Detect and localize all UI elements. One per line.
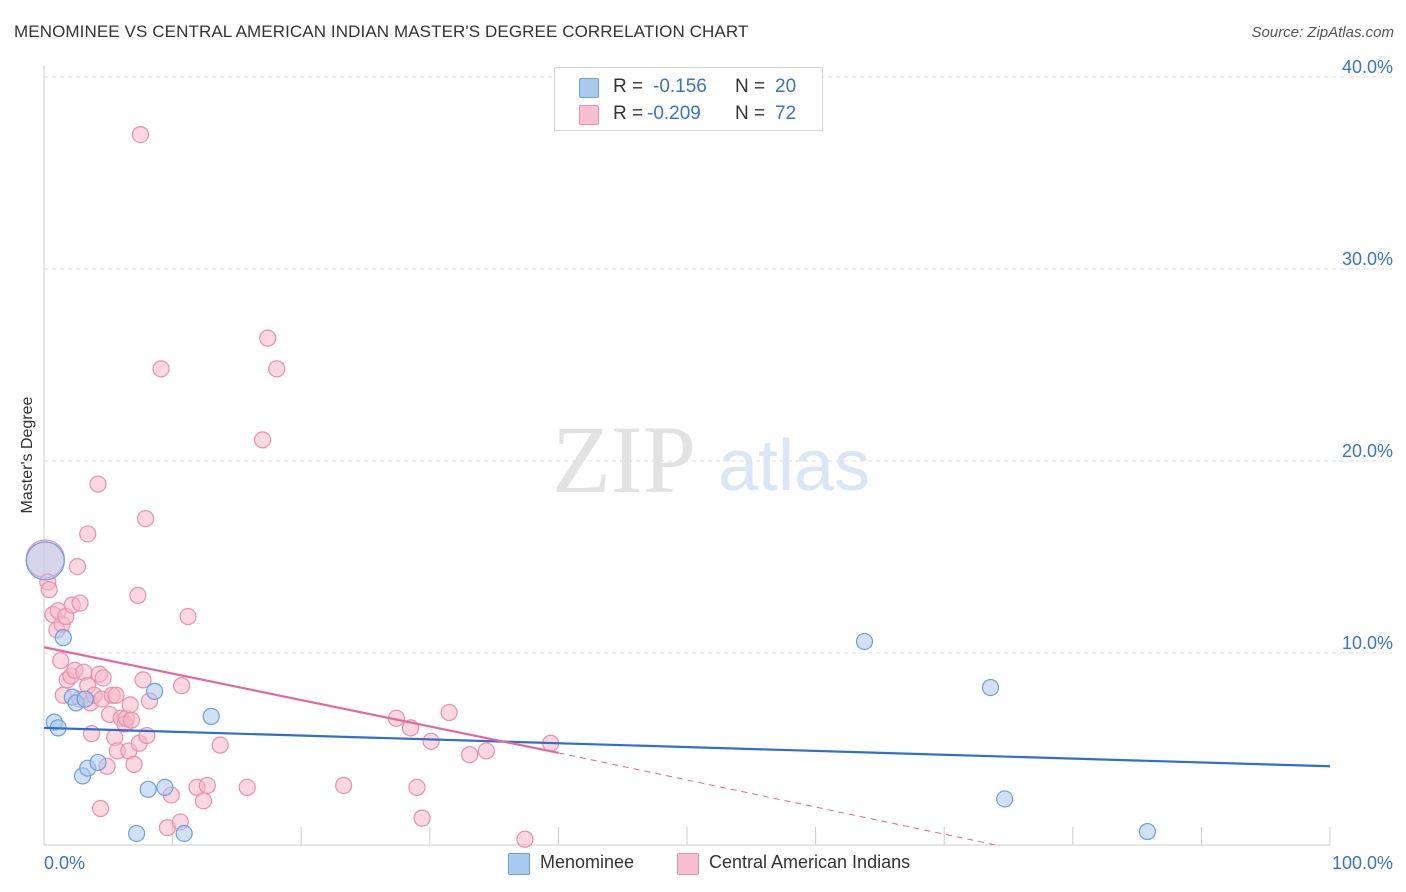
r-value: -0.156 bbox=[653, 76, 707, 97]
menominee-points bbox=[25, 541, 1156, 843]
central-american-indians-point bbox=[408, 778, 426, 797]
central-american-indians-point bbox=[477, 742, 495, 760]
tick-labels: 10.0% 20.0% 30.0% 40.0% 0.0% 100.0% bbox=[44, 57, 1393, 873]
n-label: N = bbox=[735, 103, 766, 124]
central-american-indians-point bbox=[122, 711, 141, 729]
n-value: 72 bbox=[775, 103, 797, 124]
central-american-indians-point bbox=[94, 669, 112, 687]
central-american-indians-point bbox=[335, 776, 353, 795]
central-american-indians-point bbox=[107, 686, 125, 704]
menominee-point bbox=[127, 824, 146, 843]
trend-lines bbox=[43, 646, 1331, 846]
central-american-indians-point bbox=[198, 776, 216, 795]
menominee-point bbox=[54, 629, 72, 647]
central-american-indians-point bbox=[422, 732, 440, 750]
chart-title: MENOMINEE VS CENTRAL AMERICAN INDIAN MAS… bbox=[14, 22, 749, 41]
menominee-point bbox=[1138, 822, 1156, 841]
central-american-indians-point bbox=[68, 557, 87, 576]
central-american-indians-points bbox=[25, 126, 560, 848]
central-american-indians-point bbox=[268, 360, 286, 378]
central-american-indians-point bbox=[91, 799, 110, 818]
central-american-indians-point bbox=[134, 671, 152, 689]
menominee-point bbox=[25, 541, 65, 581]
central-american-indians-point bbox=[238, 778, 256, 797]
menominee-point bbox=[89, 753, 107, 772]
menominee-point bbox=[156, 778, 174, 797]
menominee-point bbox=[175, 824, 193, 843]
central-american-indians-point bbox=[40, 581, 58, 599]
stats-legend: R = -0.156 N = 20 R = -0.209 N = 72 bbox=[554, 67, 823, 131]
central-american-indians-point bbox=[440, 703, 458, 722]
r-value: -0.209 bbox=[647, 103, 701, 124]
legend-label: Central American Indians bbox=[709, 852, 911, 872]
central-american-indians-point bbox=[79, 525, 97, 543]
central-american-indians-point bbox=[413, 809, 431, 827]
y-tick-label: 20.0% bbox=[1342, 441, 1393, 461]
central-american-indians-point bbox=[129, 586, 147, 605]
central-american-indians-point bbox=[131, 126, 150, 144]
y-tick-label: 10.0% bbox=[1342, 633, 1393, 653]
r-label: R = bbox=[613, 103, 644, 124]
central-american-indians-point bbox=[89, 475, 107, 493]
watermark-zip: ZIP bbox=[552, 406, 696, 513]
r-label: R = bbox=[613, 76, 644, 97]
series-legend: Menominee Central American Indians bbox=[0, 851, 1406, 877]
menominee-point bbox=[855, 632, 874, 651]
menominee-swatch bbox=[579, 78, 599, 98]
menominee-trend-line bbox=[43, 726, 1331, 768]
central-american-indians-swatch bbox=[677, 853, 699, 875]
menominee-point bbox=[981, 678, 1000, 697]
central-american-indians-point bbox=[71, 594, 89, 612]
y-tick-label: 40.0% bbox=[1342, 57, 1393, 77]
central-american-indians-point bbox=[259, 329, 277, 347]
menominee-point bbox=[139, 780, 157, 798]
central-american-indians-point bbox=[461, 746, 479, 764]
x-tick-label: 0.0% bbox=[44, 853, 85, 873]
n-label: N = bbox=[735, 76, 766, 97]
menominee-point bbox=[202, 707, 220, 725]
central-american-indians-point bbox=[254, 431, 272, 449]
n-value: 20 bbox=[775, 76, 797, 97]
central-american-indians-point bbox=[136, 509, 155, 528]
central-american-indians-point bbox=[152, 360, 170, 378]
watermark: ZIP atlas bbox=[552, 406, 870, 513]
central-american-indians-trend-extension bbox=[558, 752, 996, 846]
central-american-indians-point bbox=[194, 792, 213, 810]
central-american-indians-swatch bbox=[579, 105, 599, 125]
central-american-indians-point bbox=[516, 830, 534, 848]
central-american-indians-point bbox=[121, 696, 139, 714]
x-tick-label: 100.0% bbox=[1332, 853, 1393, 873]
central-american-indians-point bbox=[179, 607, 197, 626]
menominee-swatch bbox=[508, 853, 530, 875]
menominee-point bbox=[76, 690, 94, 708]
menominee-point bbox=[996, 790, 1014, 808]
watermark-atlas: atlas bbox=[718, 426, 870, 506]
central-american-indians-point bbox=[125, 755, 143, 773]
central-american-indians-trend-line bbox=[43, 646, 559, 754]
chart-source: Source: ZipAtlas.com bbox=[1251, 24, 1394, 41]
central-american-indians-point bbox=[52, 652, 70, 670]
central-american-indians-point bbox=[173, 677, 191, 695]
legend-label: Menominee bbox=[540, 852, 635, 872]
axis-layer bbox=[43, 66, 1331, 846]
menominee-point bbox=[145, 682, 164, 701]
central-american-indians-point bbox=[211, 736, 229, 754]
grid-layer bbox=[44, 76, 1395, 654]
y-tick-label: 30.0% bbox=[1342, 249, 1393, 269]
